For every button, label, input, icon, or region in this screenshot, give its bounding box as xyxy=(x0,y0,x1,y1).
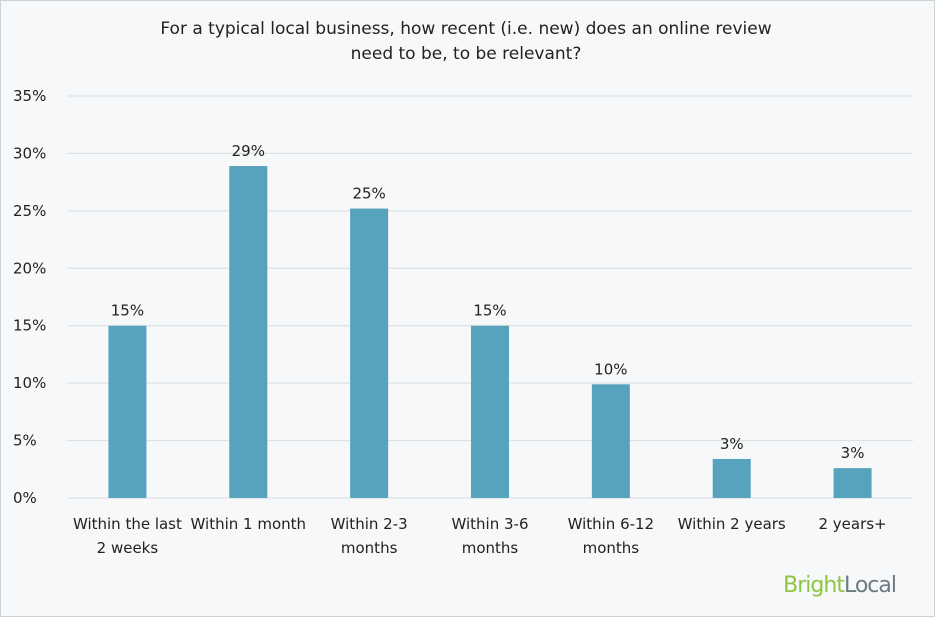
data-label: 15% xyxy=(111,302,144,320)
y-tick-label: 20% xyxy=(13,259,46,277)
y-tick-label: 35% xyxy=(13,87,46,105)
x-tick-label: Within 6-12 months xyxy=(567,515,655,557)
bar xyxy=(712,458,751,498)
x-tick-label: Within 1 month xyxy=(190,515,307,533)
y-tick-label: 15% xyxy=(13,317,46,335)
data-label: 3% xyxy=(841,444,865,462)
y-tick-label: 30% xyxy=(13,144,46,162)
x-tick-label: Within 2 years xyxy=(677,515,786,533)
x-tick-label: 2 years+ xyxy=(818,515,887,533)
x-tick-label: Within 3-6 months xyxy=(451,515,529,557)
x-tick-label: Within the last 2 weeks xyxy=(72,515,182,557)
data-label: 25% xyxy=(352,185,385,203)
y-tick-label: 5% xyxy=(13,432,37,450)
bar xyxy=(471,325,509,498)
data-label: 29% xyxy=(232,142,265,160)
y-tick-label: 0% xyxy=(13,489,37,507)
bar xyxy=(350,208,389,498)
brand: BrightLocal xyxy=(783,573,897,598)
x-tick-label: Within 2-3 months xyxy=(330,515,408,557)
y-tick-label: 10% xyxy=(13,374,46,392)
bar xyxy=(229,166,268,498)
chart-title: For a typical local business, how recent… xyxy=(160,19,772,64)
bar xyxy=(833,468,872,498)
data-label: 3% xyxy=(720,435,744,453)
bar xyxy=(591,384,630,498)
data-label: 10% xyxy=(594,360,627,378)
y-tick-label: 25% xyxy=(13,202,46,220)
brand-part: Local xyxy=(843,573,897,598)
bar xyxy=(108,325,147,498)
data-label: 15% xyxy=(473,302,506,320)
brand-part: Bright xyxy=(783,573,845,598)
